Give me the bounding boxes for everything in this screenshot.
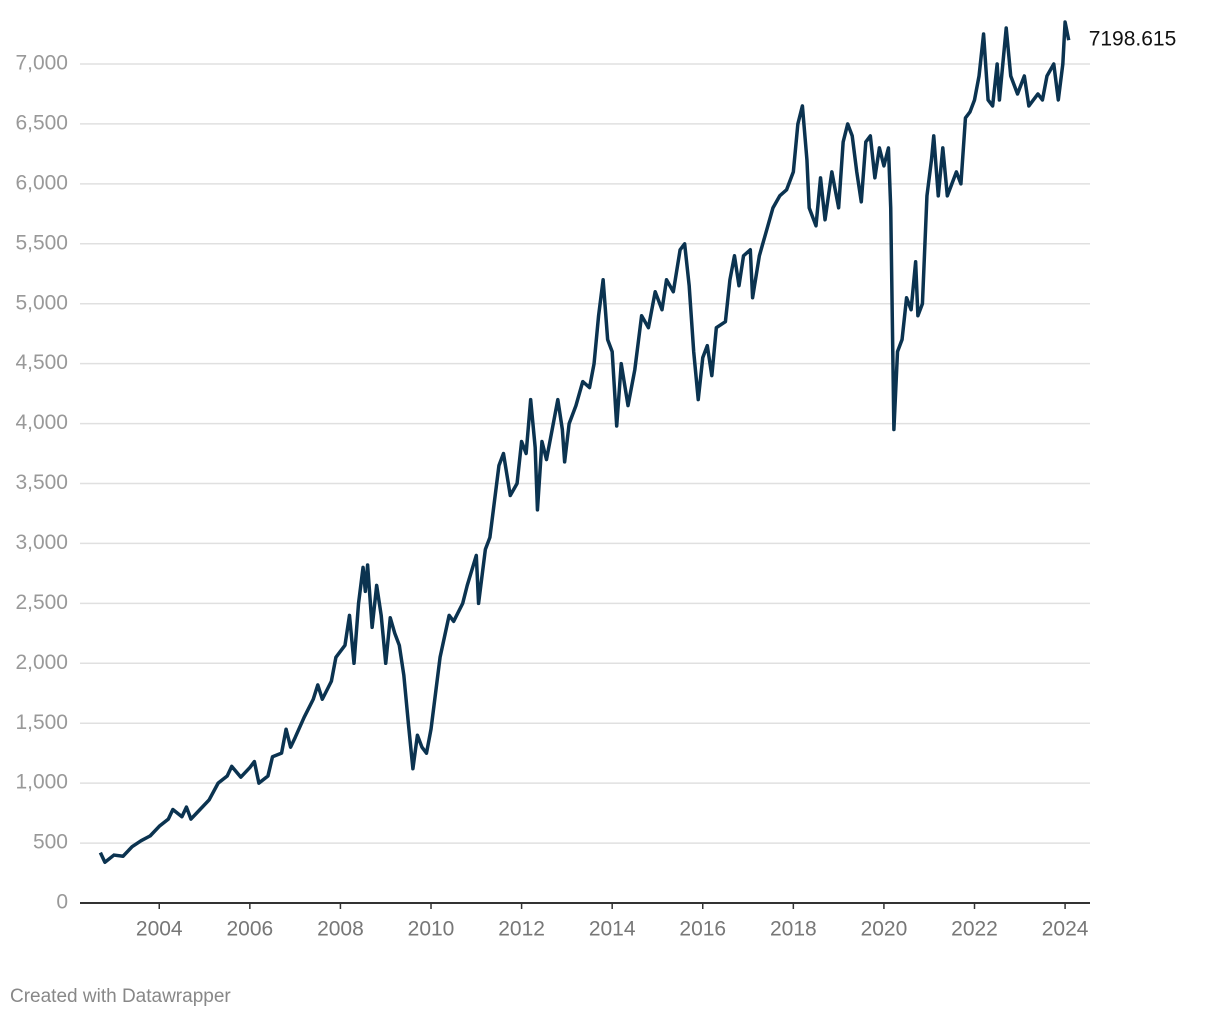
x-tick-label: 2008: [317, 918, 364, 941]
y-tick-label: 5,000: [15, 291, 68, 314]
y-tick-label: 6,500: [15, 111, 68, 134]
end-label: 7198.615: [1089, 28, 1177, 51]
y-tick-label: 5,500: [15, 231, 68, 254]
y-tick-label: 1,500: [15, 711, 68, 734]
y-tick-label: 4,500: [15, 351, 68, 374]
credit: Created with Datawrapper: [10, 986, 231, 1007]
x-tick-label: 2014: [589, 918, 636, 941]
y-tick-label: 0: [56, 891, 68, 914]
x-tick-label: 2020: [861, 918, 908, 941]
x-tick-label: 2010: [408, 918, 455, 941]
y-tick-label: 7,000: [15, 52, 68, 75]
x-tick-label: 2022: [951, 918, 998, 941]
y-tick-label: 4,000: [15, 411, 68, 434]
y-tick-label: 3,500: [15, 471, 68, 494]
line: [98, 20, 1071, 864]
y-tick-label: 6,000: [15, 171, 68, 194]
y-tick-label: 3,000: [15, 531, 68, 554]
y-tick-label: 1,000: [15, 771, 68, 794]
x-tick-label: 2006: [226, 918, 273, 941]
x-tick-label: 2016: [679, 918, 726, 941]
y-tick-label: 2,500: [15, 591, 68, 614]
y-tick-label: 2,000: [15, 651, 68, 674]
x-tick-label: 2004: [136, 918, 183, 941]
y-tick-label: 500: [33, 831, 68, 854]
x-tick-label: 2012: [498, 918, 545, 941]
x-tick-label: 2018: [770, 918, 817, 941]
x-tick-label: 2024: [1042, 918, 1089, 941]
